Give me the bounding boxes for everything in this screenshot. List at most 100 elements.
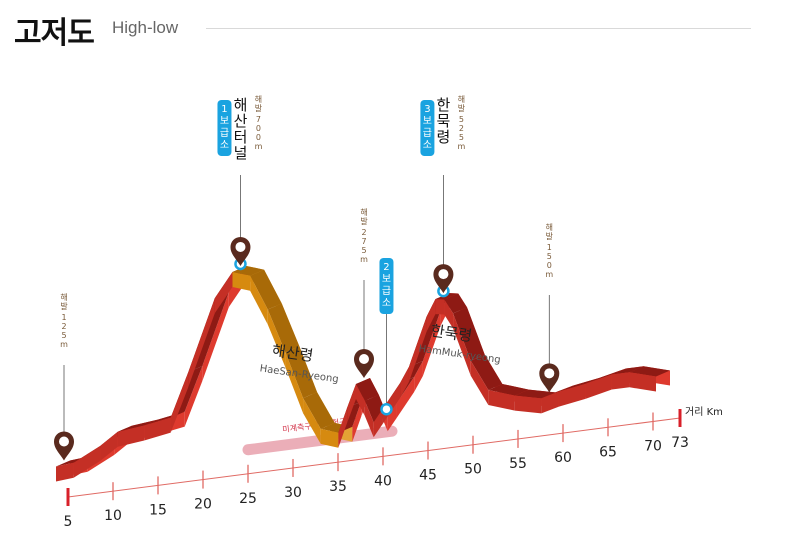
svg-text:발: 발: [255, 103, 263, 113]
station-badge-bg: [420, 100, 435, 156]
svg-text:5: 5: [547, 252, 552, 261]
x-tick-label: 5: [64, 514, 73, 530]
pin-hole: [59, 436, 69, 447]
ribbon-top: [470, 354, 503, 390]
svg-text:m: m: [545, 270, 553, 279]
ribbon-face: [267, 309, 286, 368]
svg-text:5: 5: [459, 115, 464, 124]
svg-text:0: 0: [256, 133, 261, 142]
ribbon-top: [285, 346, 318, 399]
ribbon-face: [514, 395, 542, 414]
ribbon-top: [453, 307, 485, 361]
ribbon-face: [488, 389, 515, 411]
x-tick-label: 50: [464, 462, 482, 478]
svg-text:5: 5: [61, 331, 66, 340]
svg-text:널: 널: [234, 144, 248, 162]
ribbon-face: [170, 371, 189, 433]
x-tick-label: 70: [644, 438, 662, 454]
ribbon-top: [356, 378, 379, 401]
ribbon-back: [387, 403, 397, 432]
ribbon-back: [184, 365, 203, 427]
ribbon-back: [396, 376, 415, 419]
ribbon-face: [444, 299, 454, 329]
ribbon-back: [202, 292, 229, 381]
x-axis: 5 10 15 20 25 30 35 40 45 50 55 60 65 70 73 거리 Km: [64, 406, 723, 530]
svg-text:m: m: [60, 340, 68, 349]
svg-text:터: 터: [234, 128, 248, 146]
ribbon-face: [400, 366, 409, 398]
svg-text:발: 발: [458, 103, 466, 113]
ribbon-face: [585, 374, 612, 399]
x-tick-label: 30: [284, 485, 302, 501]
svg-text:1: 1: [61, 313, 66, 322]
ribbon-top: [250, 269, 282, 310]
ribbon-face: [117, 425, 145, 447]
svg-text:2: 2: [361, 228, 366, 237]
pin-hole: [235, 241, 246, 252]
svg-text:2: 2: [459, 124, 464, 133]
svg-text:5: 5: [459, 133, 464, 142]
ribbon-top: [629, 366, 670, 377]
svg-text:2: 2: [383, 262, 389, 273]
ribbon-face: [56, 462, 74, 482]
svg-text:해: 해: [255, 94, 262, 104]
ribbon-face: [470, 360, 489, 405]
svg-text:소: 소: [220, 139, 229, 151]
svg-text:해: 해: [60, 292, 67, 302]
ribbon-back: [414, 360, 423, 392]
x-tick-label: 35: [329, 479, 347, 495]
ribbon-face: [364, 400, 374, 438]
peak-name: 한묵령: [437, 96, 451, 146]
ribbon-face: [188, 298, 215, 387]
ribbon-face: [250, 275, 268, 325]
region-roman-name: HamMuk-ryeong: [418, 344, 501, 366]
peak-labels: 해발125m1보급소해산터널해발700m해발275m3보급소한묵령해발525m해…: [60, 94, 554, 349]
ribbon-face: [558, 383, 586, 407]
peak-elev-label: 해발: [60, 292, 68, 311]
ribbon-top: [541, 385, 573, 399]
ribbon-face: [73, 445, 101, 478]
svg-text:m: m: [360, 255, 368, 264]
svg-text:7: 7: [361, 237, 366, 246]
ribbon-back: [352, 401, 362, 442]
x-tick-label: 45: [419, 468, 437, 484]
x-tick-label: 25: [239, 491, 257, 507]
x-tick-label: 10: [104, 508, 122, 524]
peak-pin: [54, 431, 74, 461]
svg-text:0: 0: [256, 124, 261, 133]
svg-text:발: 발: [360, 216, 368, 226]
ribbon-face: [303, 398, 321, 444]
ribbon-face: [232, 271, 251, 291]
x-tick-label: 20: [194, 497, 212, 513]
ribbon-face: [435, 299, 445, 315]
title-divider: [206, 28, 751, 29]
ribbon-face: [100, 431, 118, 461]
svg-text:해: 해: [458, 94, 465, 104]
ribbon-face: [144, 417, 171, 441]
ribbon-face: [541, 391, 559, 414]
svg-text:1: 1: [547, 243, 552, 252]
svg-text:2: 2: [61, 322, 66, 331]
ribbon-top: [117, 419, 159, 432]
svg-text:3: 3: [424, 104, 430, 115]
region-name: 한묵령: [430, 322, 474, 346]
svg-text:해: 해: [360, 207, 367, 217]
ribbon-face: [629, 372, 656, 392]
peak-elev-label: 해발: [546, 222, 554, 241]
region-name: 해산령: [271, 341, 315, 365]
ribbon-face: [453, 313, 471, 376]
x-tick-label: 60: [554, 450, 572, 466]
svg-text:소: 소: [423, 139, 432, 151]
ribbon-top: [232, 265, 265, 276]
ribbon-face: [356, 384, 365, 416]
svg-text:산: 산: [234, 112, 248, 130]
ribbon-top: [585, 368, 626, 384]
